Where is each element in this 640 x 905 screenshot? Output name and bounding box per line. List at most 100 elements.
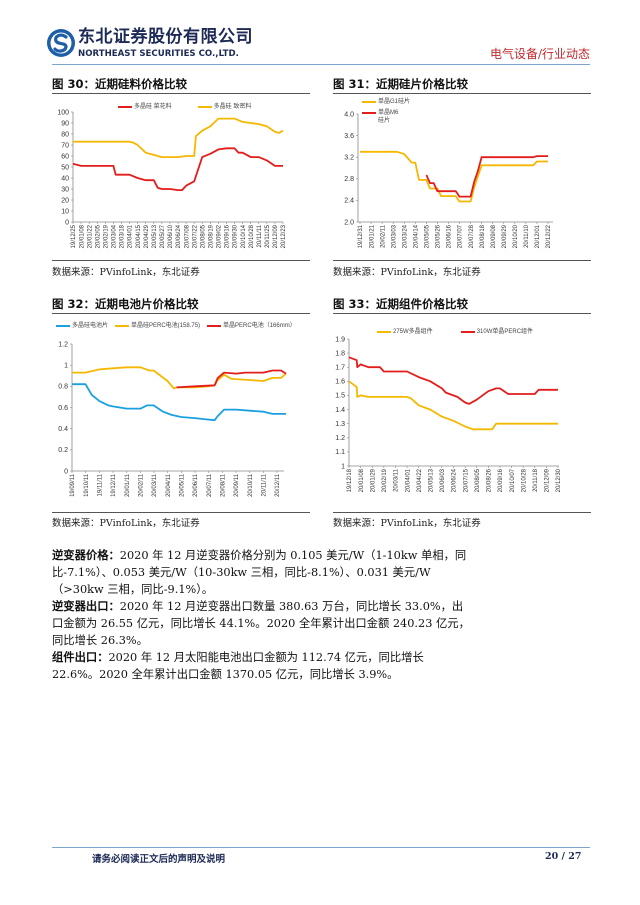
series-line bbox=[73, 117, 284, 158]
y-tick-label: 0.2 bbox=[58, 447, 68, 454]
x-tick-label: 20/06/16 bbox=[447, 224, 453, 248]
chart-33-legend-item: 275W多晶组件 bbox=[377, 328, 433, 336]
x-tick-label: 20/12/09 bbox=[545, 468, 551, 492]
chart-32-title: 图 32：近期电池片价格比较 bbox=[52, 297, 199, 311]
y-tick-label: 0.8 bbox=[58, 384, 68, 391]
x-tick-label: 20/03/11 bbox=[152, 473, 158, 497]
paragraph-text: 2020 年 12 月逆变器价格分别为 0.105 美元/W（1-10kw 单相… bbox=[52, 549, 467, 596]
y-tick-label: 50 bbox=[61, 164, 69, 171]
x-tick-label: 20/02/11 bbox=[380, 224, 386, 248]
x-tick-label: 20/12/23 bbox=[281, 224, 287, 248]
x-tick-label: 20/07/28 bbox=[469, 224, 475, 248]
x-tick-label: 20/11/11 bbox=[262, 473, 268, 496]
paragraph-inverter-price: 逆变器价格：2020 年 12 月逆变器价格分别为 0.105 美元/W（1-1… bbox=[52, 547, 470, 598]
x-tick-label: 20/11/25 bbox=[265, 224, 271, 248]
x-tick-label: 20/12/11 bbox=[275, 473, 281, 497]
x-tick-label: 20/08/26 bbox=[487, 468, 493, 492]
x-tick-label: 20/04/29 bbox=[144, 224, 150, 248]
x-tick-label: 20/11/18 bbox=[533, 468, 539, 492]
x-tick-label: 20/08/05 bbox=[200, 224, 206, 248]
x-tick-label: 19/09/11 bbox=[70, 473, 76, 497]
x-tick-label: 20/11/11 bbox=[257, 224, 263, 247]
chart-30-legend-item: 多晶硅 致密料 bbox=[197, 103, 251, 111]
x-tick-label: 20/07/15 bbox=[463, 468, 469, 492]
report-section: 电气设备/行业动态 bbox=[489, 47, 590, 61]
chart-33-legend: 275W多晶组件 310W单晶PERC组件 bbox=[377, 328, 589, 336]
y-tick-label: 2.4 bbox=[344, 198, 354, 205]
x-tick-label: 20/05/13 bbox=[152, 224, 158, 248]
y-tick-label: 2.0 bbox=[344, 219, 354, 226]
x-tick-label: 20/01/08 bbox=[359, 468, 365, 492]
x-tick-label: 20/02/11 bbox=[139, 473, 145, 497]
chart-30-legend-item: 多晶硅 菜花料 bbox=[118, 103, 172, 111]
x-tick-label: 20/10/07 bbox=[510, 468, 516, 492]
legend-label: 310W单晶PERC组件 bbox=[476, 329, 534, 335]
x-tick-label: 20/10/20 bbox=[513, 224, 519, 248]
paragraph-inverter-export: 逆变器出口：2020 年 12 月逆变器出口数量 380.63 万台，同比增长 … bbox=[52, 598, 470, 649]
series-line bbox=[72, 383, 286, 422]
series-line bbox=[72, 366, 287, 390]
x-tick-label: 20/04/22 bbox=[417, 468, 423, 492]
x-tick-label: 20/09/08 bbox=[491, 224, 497, 248]
x-tick-label: 20/10/11 bbox=[248, 473, 254, 497]
y-tick-label: 60 bbox=[61, 153, 69, 160]
x-tick-label: 20/09/11 bbox=[234, 473, 240, 497]
x-tick-label: 20/07/11 bbox=[207, 473, 213, 497]
y-tick-label: 70 bbox=[61, 142, 69, 149]
x-tick-label: 20/11/10 bbox=[524, 224, 530, 248]
x-tick-label: 20/12/22 bbox=[546, 224, 552, 248]
y-tick-label: 1.2 bbox=[335, 435, 345, 442]
x-tick-label: 19/12/11 bbox=[111, 473, 117, 497]
x-tick-label: 20/04/01 bbox=[405, 468, 411, 492]
y-tick-label: 1 bbox=[341, 463, 345, 470]
legend-label: 单晶M6硅片 bbox=[378, 110, 399, 124]
company-name-cn: 东北证券股份有限公司 bbox=[78, 27, 253, 47]
chart-32-legend-item: 单晶PERC电池（166mm） bbox=[207, 322, 296, 330]
series-line bbox=[72, 147, 283, 191]
x-tick-label: 20/06/03 bbox=[440, 468, 446, 492]
footer-divider bbox=[52, 847, 590, 848]
x-tick-label: 20/01/29 bbox=[370, 468, 376, 492]
footer-disclaimer: 请务必阅读正文后的声明及说明 bbox=[92, 854, 226, 865]
chart-30-source-rule bbox=[52, 260, 310, 261]
x-tick-label: 20/01/11 bbox=[125, 473, 131, 497]
chart-31-title: 图 31：近期硅片价格比较 bbox=[333, 77, 469, 91]
x-tick-label: 20/08/18 bbox=[480, 224, 486, 248]
chart-32-legend: 多晶硅电池片 单晶硅PERC电池(158.75) 单晶PERC电池（166mm） bbox=[56, 322, 312, 330]
y-tick-label: 1.7 bbox=[335, 365, 345, 372]
company-logo bbox=[47, 29, 75, 57]
x-tick-label: 20/10/28 bbox=[521, 468, 527, 492]
y-tick-label: 100 bbox=[57, 109, 69, 116]
chart-31-source-rule bbox=[333, 260, 591, 261]
chart-30-title-rule bbox=[52, 93, 310, 94]
x-tick-label: 20/10/14 bbox=[241, 224, 247, 248]
y-tick-label: 1.2 bbox=[58, 341, 68, 348]
paragraph-label: 组件出口： bbox=[52, 650, 109, 664]
series-line bbox=[176, 369, 287, 389]
y-tick-label: 0.6 bbox=[58, 405, 68, 412]
x-tick-label: 20/12/01 bbox=[535, 224, 541, 248]
y-tick-label: 3.2 bbox=[344, 155, 354, 162]
y-tick-label: 1 bbox=[64, 362, 68, 369]
chart-33-legend-item: 310W单晶PERC组件 bbox=[460, 328, 534, 336]
chart-33-source-rule bbox=[333, 512, 591, 513]
x-tick-label: 20/07/08 bbox=[184, 224, 190, 248]
y-tick-label: 3.6 bbox=[344, 133, 354, 140]
y-tick-label: 1.1 bbox=[335, 449, 345, 456]
paragraph-label: 逆变器出口： bbox=[52, 599, 120, 613]
series-line bbox=[425, 155, 548, 198]
x-tick-label: 20/02/05 bbox=[95, 224, 101, 248]
x-tick-label: 20/05/11 bbox=[180, 473, 186, 497]
x-tick-label: 20/02/19 bbox=[382, 468, 388, 492]
x-tick-label: 20/03/03 bbox=[391, 224, 397, 248]
x-tick-label: 20/03/11 bbox=[394, 468, 400, 492]
x-tick-label: 20/08/05 bbox=[475, 468, 481, 492]
series-line bbox=[348, 356, 558, 405]
x-tick-label: 20/04/15 bbox=[136, 224, 142, 248]
paragraph-text: 2020 年 12 月逆变器出口数量 380.63 万台，同比增长 33.0%，… bbox=[52, 600, 470, 647]
chart-32-source: 数据来源：PVinfoLink，东北证券 bbox=[52, 518, 200, 529]
x-tick-label: 19/12/18 bbox=[347, 468, 353, 492]
